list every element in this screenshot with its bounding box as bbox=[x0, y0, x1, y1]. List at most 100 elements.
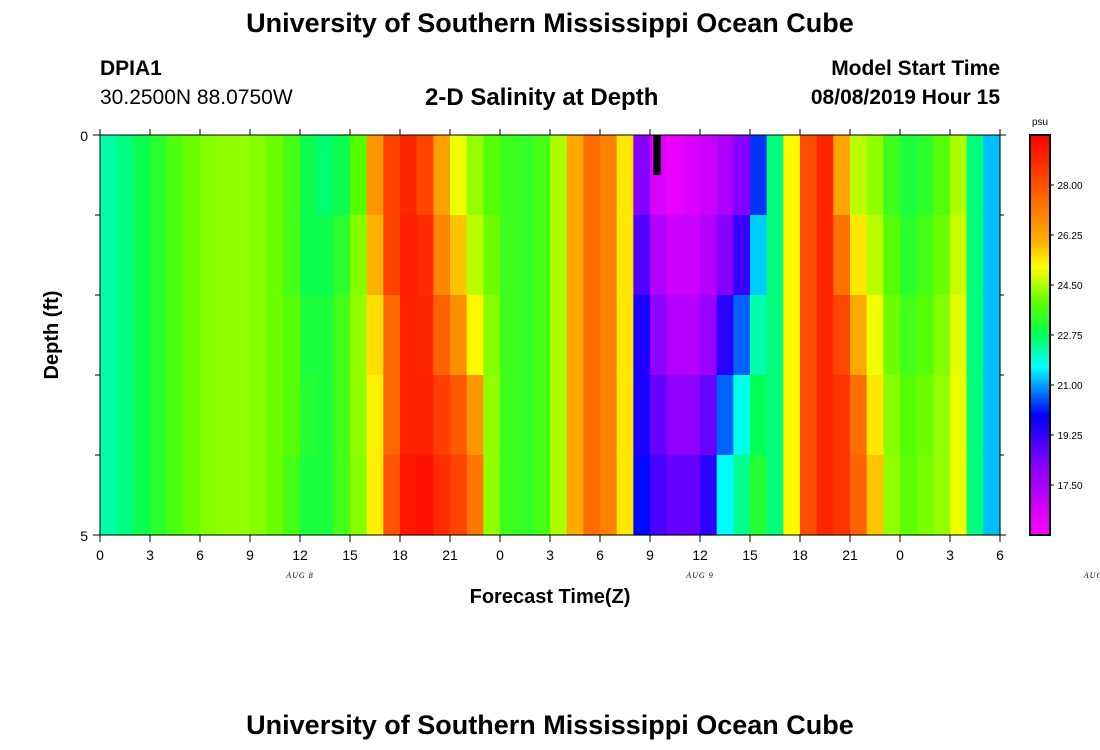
heatmap-cell bbox=[900, 455, 918, 536]
heatmap-cell bbox=[900, 135, 918, 216]
heatmap-cell bbox=[183, 375, 201, 456]
heatmap-cell bbox=[316, 135, 334, 216]
heatmap-cell bbox=[516, 215, 534, 296]
heatmap-cell bbox=[666, 455, 684, 536]
heatmap-cell bbox=[750, 375, 768, 456]
x-tick-label: 15 bbox=[742, 547, 758, 563]
heatmap-cell bbox=[800, 375, 818, 456]
heatmap-cell bbox=[983, 375, 1001, 456]
heatmap-cell bbox=[333, 135, 351, 216]
heatmap-cell bbox=[500, 135, 518, 216]
heatmap-cell bbox=[200, 295, 218, 376]
heatmap-cell bbox=[883, 375, 901, 456]
heatmap-cell bbox=[433, 455, 451, 536]
x-tick-label: 6 bbox=[996, 547, 1004, 563]
heatmap-cell bbox=[616, 455, 634, 536]
heatmap-cell bbox=[450, 295, 468, 376]
heatmap-cell bbox=[950, 135, 968, 216]
heatmap-cell bbox=[800, 455, 818, 536]
heatmap-cell bbox=[516, 375, 534, 456]
heatmap-cell bbox=[333, 295, 351, 376]
heatmap-cell bbox=[633, 215, 651, 296]
heatmap-cell bbox=[700, 215, 718, 296]
heatmap-cell bbox=[383, 215, 401, 296]
heatmap-cell bbox=[300, 295, 318, 376]
station-location: 30.2500N 88.0750W bbox=[100, 86, 293, 109]
heatmap-cell bbox=[600, 375, 618, 456]
heatmap-cell bbox=[733, 295, 751, 376]
heatmap-cell bbox=[933, 375, 951, 456]
heatmap-cell bbox=[100, 375, 118, 456]
heatmap-cell bbox=[400, 295, 418, 376]
heatmap-cell bbox=[833, 215, 851, 296]
heatmap-cell bbox=[266, 295, 284, 376]
heatmap-cell bbox=[566, 135, 584, 216]
heatmap-cell bbox=[250, 455, 268, 536]
heatmap-cell bbox=[400, 375, 418, 456]
heatmap-cell bbox=[183, 295, 201, 376]
heatmap-cell bbox=[966, 375, 984, 456]
heatmap-cell bbox=[466, 375, 484, 456]
x-tick-label: 3 bbox=[546, 547, 554, 563]
heatmap-cell bbox=[566, 375, 584, 456]
heatmap-cell bbox=[983, 295, 1001, 376]
heatmap-cell bbox=[233, 135, 251, 216]
heatmap-cell bbox=[233, 455, 251, 536]
heatmap-cell bbox=[900, 215, 918, 296]
heatmap-cell bbox=[100, 135, 118, 216]
heatmap-cell bbox=[916, 295, 934, 376]
heatmap-cell bbox=[450, 375, 468, 456]
heatmap-cell bbox=[466, 215, 484, 296]
heatmap-cell bbox=[166, 295, 184, 376]
heatmap-cell bbox=[266, 375, 284, 456]
heatmap-cell bbox=[216, 215, 234, 296]
heatmap-cell bbox=[566, 295, 584, 376]
heatmap-cell bbox=[516, 135, 534, 216]
bottom-title: University of Southern Mississippi Ocean… bbox=[246, 710, 854, 740]
heatmap-cell bbox=[283, 215, 301, 296]
heatmap-cell bbox=[933, 215, 951, 296]
heatmap-cell bbox=[266, 455, 284, 536]
x-tick-label: 0 bbox=[496, 547, 504, 563]
heatmap-cell bbox=[216, 135, 234, 216]
x-tick-label: 18 bbox=[392, 547, 408, 563]
heatmap-cell bbox=[933, 135, 951, 216]
heatmap-cell bbox=[716, 215, 734, 296]
heatmap-cell bbox=[533, 375, 551, 456]
heatmap-cell bbox=[816, 135, 834, 216]
heatmap-cell bbox=[733, 455, 751, 536]
colorbar: psu 28.00 26.25 24.50 22.75 21.00 19.25 17.50 bbox=[1029, 117, 1083, 536]
heatmap-cell bbox=[666, 295, 684, 376]
heatmap-cell bbox=[266, 135, 284, 216]
heatmap-cell bbox=[216, 295, 234, 376]
heatmap-cell bbox=[483, 295, 501, 376]
heatmap-cell bbox=[966, 135, 984, 216]
heatmap-cell bbox=[950, 295, 968, 376]
heatmap-cell bbox=[650, 375, 668, 456]
x-tick-label: 3 bbox=[146, 547, 154, 563]
station-id: DPIA1 bbox=[100, 57, 162, 80]
heatmap-cell bbox=[766, 455, 784, 536]
heatmap-cell bbox=[100, 215, 118, 296]
heatmap-cell bbox=[116, 215, 134, 296]
heatmap-cell bbox=[633, 455, 651, 536]
heatmap-cell bbox=[433, 215, 451, 296]
heatmap-cell bbox=[616, 375, 634, 456]
heatmap-cell bbox=[833, 455, 851, 536]
heatmap-cell bbox=[816, 455, 834, 536]
heatmap-cell bbox=[400, 455, 418, 536]
heatmap-cell bbox=[683, 455, 701, 536]
heatmap-cell bbox=[350, 375, 368, 456]
heatmap-cell bbox=[333, 455, 351, 536]
heatmap-cell bbox=[650, 455, 668, 536]
heatmap-cell bbox=[983, 455, 1001, 536]
heatmap-cell bbox=[833, 135, 851, 216]
heatmap-cell bbox=[916, 215, 934, 296]
colorbar-tick-label: 26.25 bbox=[1057, 231, 1082, 242]
x-axis-label: Forecast Time(Z) bbox=[470, 586, 631, 608]
colorbar-tick-label: 22.75 bbox=[1057, 331, 1082, 342]
heatmap-cell bbox=[550, 135, 568, 216]
heatmap-cell bbox=[833, 375, 851, 456]
heatmap-cell bbox=[733, 375, 751, 456]
heatmap-cell bbox=[883, 135, 901, 216]
